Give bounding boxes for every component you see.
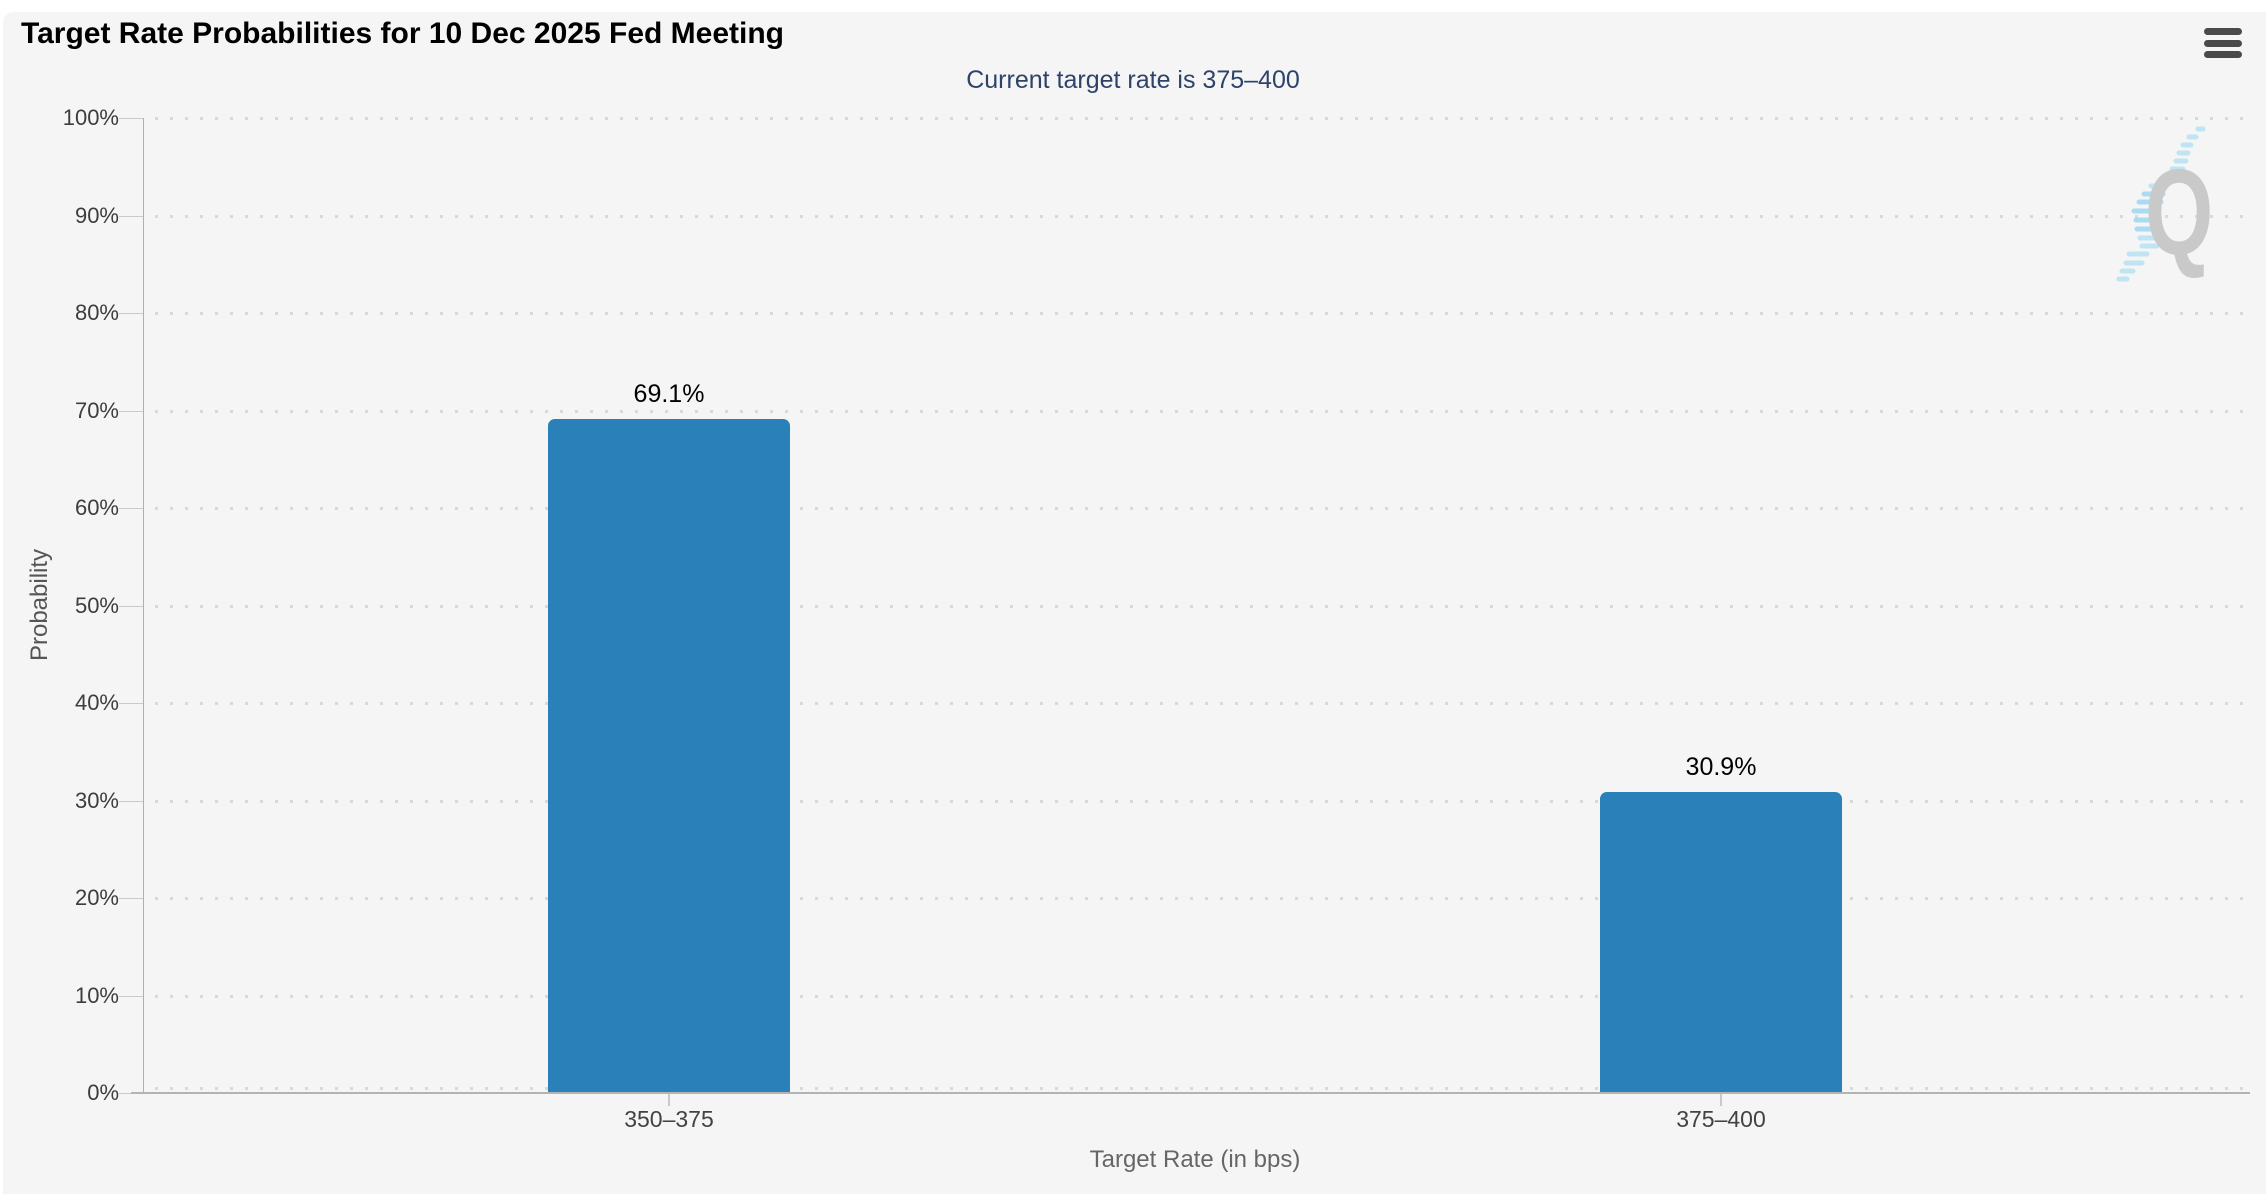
x-axis-line (131, 1092, 2250, 1094)
bar-375–400[interactable] (1600, 791, 1842, 1093)
gridline (155, 409, 2247, 413)
bar-350–375[interactable] (548, 419, 790, 1093)
menu-bar (2204, 39, 2242, 47)
y-tick-mark (119, 898, 143, 899)
gridline (155, 312, 2247, 315)
hamburger-menu-icon[interactable] (2204, 28, 2242, 58)
plot-area: 69.1% 30.9% (143, 117, 2247, 1093)
y-tick-label: 0% (87, 1080, 119, 1105)
y-tick-mark (119, 703, 143, 704)
gridline (155, 799, 2247, 803)
watermark-swoosh-icon (2116, 126, 2206, 282)
y-tick-mark (119, 605, 143, 607)
y-tick-mark (119, 215, 143, 217)
y-tick-mark (119, 313, 143, 314)
gridline (155, 1087, 2247, 1090)
gridline (155, 702, 2247, 705)
y-tick-label: 70% (74, 397, 119, 423)
y-tick-label: 100% (62, 105, 119, 130)
y-tick-label: 30% (74, 787, 119, 813)
gridline (155, 214, 2247, 218)
gridline (155, 507, 2247, 510)
y-tick-label: 90% (74, 202, 119, 228)
gridline (155, 994, 2247, 998)
x-tick-label: 375–400 (1676, 1106, 1766, 1132)
menu-bar (2204, 28, 2242, 35)
y-tick-label: 60% (74, 495, 119, 520)
x-axis-labels: 350–375 375–400 (143, 1106, 2247, 1136)
x-axis-title: Target Rate (in bps) (1089, 1146, 1301, 1173)
bar-value-label: 69.1% (633, 380, 705, 409)
gridline (155, 604, 2247, 608)
quikstrike-watermark: Q (2105, 115, 2260, 290)
menu-bar (2204, 51, 2242, 58)
gridline (155, 117, 2247, 120)
bar-value-label: 30.9% (1685, 752, 1757, 781)
y-tick-mark (119, 995, 143, 997)
x-axis-ticks (143, 1094, 2247, 1108)
y-tick-label: 10% (74, 982, 119, 1008)
y-tick-mark (119, 410, 143, 412)
y-tick-label: 20% (74, 885, 119, 910)
watermark-q-letter: Q (2145, 144, 2214, 280)
y-axis-line (143, 118, 144, 1093)
y-tick-mark (119, 800, 143, 802)
gridline (155, 897, 2247, 900)
y-tick-mark (119, 118, 143, 119)
x-tick-mark (1720, 1094, 1722, 1106)
y-tick-label: 40% (74, 690, 119, 715)
chart-subtitle: Current target rate is 375–400 (966, 66, 1300, 94)
y-tick-label: 80% (74, 300, 119, 325)
x-tick-label: 350–375 (624, 1106, 714, 1132)
x-tick-mark (668, 1094, 670, 1106)
chart-title: Target Rate Probabilities for 10 Dec 202… (21, 17, 785, 50)
y-axis-labels: 0% 10% 20% 30% 40% 50% 60% 70% 80% 90% 100% (0, 105, 143, 1105)
y-tick-label: 50% (74, 592, 119, 618)
y-tick-mark (119, 508, 143, 509)
